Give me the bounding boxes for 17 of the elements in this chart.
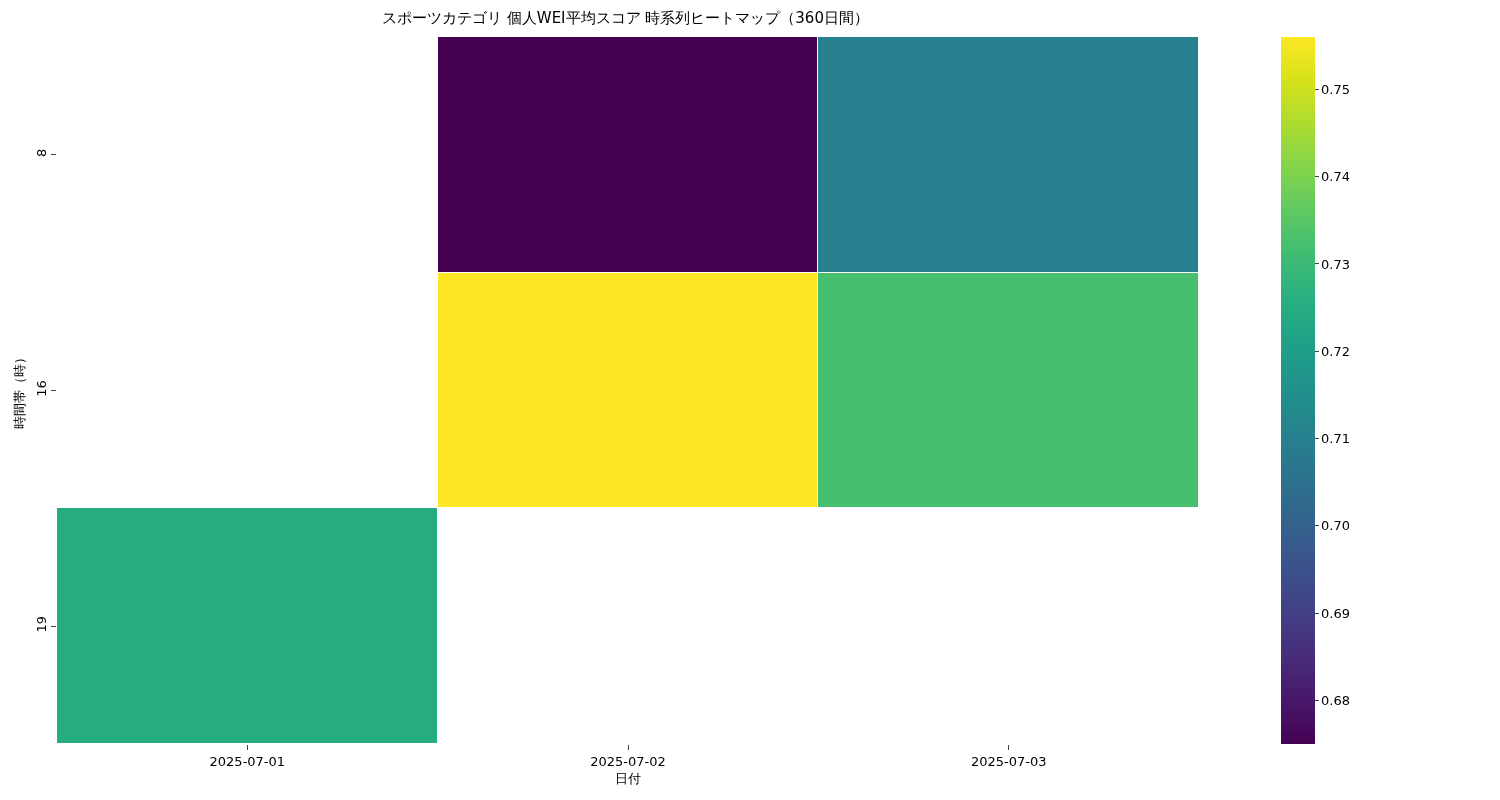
x-tick-label: 2025-07-02 (590, 753, 666, 769)
color-bar-label: 0.69 (1321, 605, 1351, 621)
y-tick-label: 8 (33, 148, 49, 158)
color-bar-label: 0.74 (1321, 169, 1351, 185)
color-bar-label: 0.72 (1321, 343, 1351, 359)
x-tick-label: 2025-07-01 (209, 753, 286, 769)
x-tick-label: 2025-07-03 (970, 753, 1047, 769)
color-bar-label: 0.71 (1321, 431, 1351, 447)
x-axis-title: 日付 (615, 771, 641, 787)
color-bar-label: 0.75 (1321, 81, 1351, 97)
color-bar-label: 0.68 (1321, 692, 1351, 708)
y-axis-title: 時間帯（時） (11, 351, 27, 430)
y-tick-label: 16 (33, 380, 49, 397)
color-bar-label: 0.73 (1321, 256, 1351, 272)
color-bar-label: 0.70 (1321, 518, 1351, 534)
chart-title: スポーツカテゴリ 個人WEI平均スコア 時系列ヒートマップ（360日間） (382, 8, 869, 27)
y-tick-label: 19 (33, 615, 49, 633)
